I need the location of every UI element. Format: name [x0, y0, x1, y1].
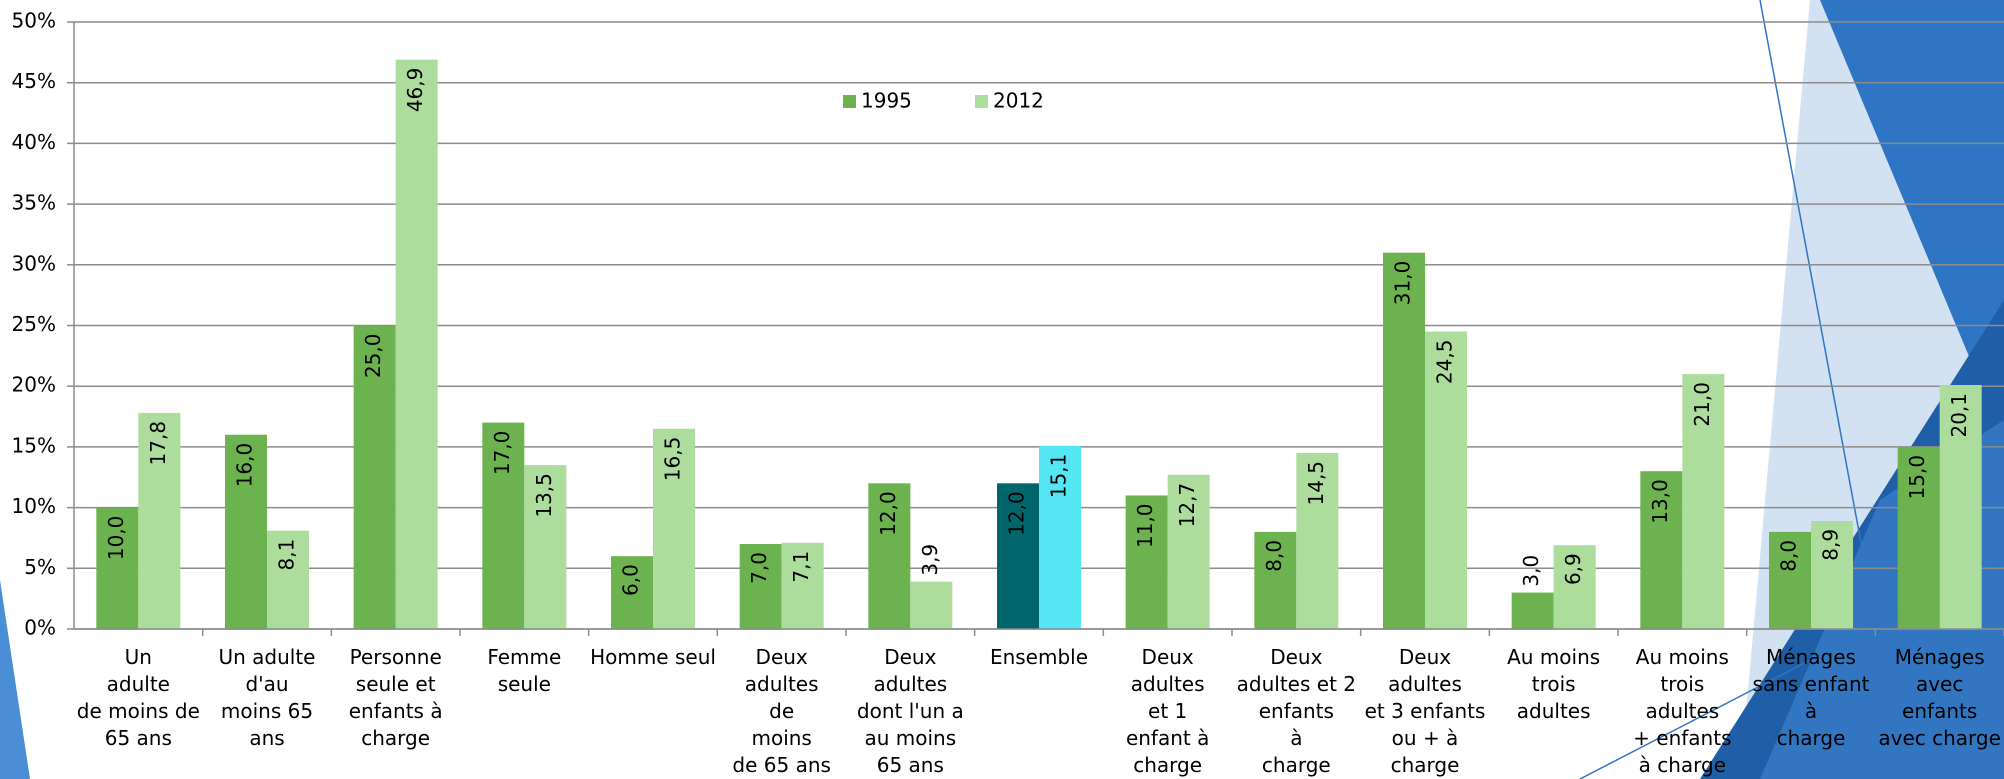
- x-tick-label: Deux adultes et 1 enfant à charge: [1126, 645, 1209, 777]
- bar: [781, 542, 824, 629]
- legend-label: 1995: [861, 89, 912, 113]
- bar: [1682, 374, 1725, 629]
- value-label: 8,1: [275, 539, 299, 571]
- value-label: 17,8: [146, 421, 170, 466]
- x-tick-label: Ménages avec enfants avec charge: [1878, 645, 2001, 750]
- x-tick-label: Un adulte de moins de 65 ans: [77, 645, 200, 750]
- bar: [1511, 592, 1554, 629]
- x-tick-label: Ensemble: [990, 645, 1088, 669]
- y-tick-label: 50%: [12, 9, 56, 33]
- x-tick-label: Deux adultes dont l'un a au moins 65 ans: [857, 645, 964, 777]
- value-label: 17,0: [490, 431, 514, 476]
- value-label: 20,1: [1947, 393, 1971, 438]
- x-tick-label: Personne seule et enfants à charge: [349, 645, 443, 750]
- bar: [138, 412, 181, 629]
- value-label: 13,0: [1648, 479, 1672, 524]
- bar: [1167, 474, 1210, 629]
- x-tick-label: Deux adultes de moins de 65 ans: [732, 645, 831, 777]
- y-tick-label: 45%: [12, 69, 56, 93]
- x-tick-label: Deux adultes et 2 enfants à charge: [1237, 645, 1356, 777]
- bar: [611, 556, 653, 629]
- x-tick-label: Au moins trois adultes: [1507, 645, 1600, 723]
- bar: [1553, 545, 1596, 629]
- bar: [96, 507, 139, 629]
- value-label: 15,0: [1905, 455, 1929, 500]
- bar: [1039, 445, 1081, 629]
- value-label: 14,5: [1304, 461, 1328, 506]
- value-label: 12,0: [1005, 491, 1029, 536]
- value-label: 15,1: [1047, 454, 1071, 499]
- bar: [997, 483, 1039, 629]
- x-tick-label: Deux adultes et 3 enfants ou + à charge: [1365, 645, 1486, 777]
- value-label: 3,0: [1519, 555, 1543, 587]
- y-tick-label: 15%: [12, 433, 56, 457]
- bar: [395, 59, 438, 630]
- y-tick-label: 20%: [12, 373, 56, 397]
- bar: [1811, 520, 1853, 629]
- value-label: 7,0: [747, 552, 771, 584]
- y-tick-label: 25%: [12, 312, 56, 336]
- bar: [1769, 531, 1811, 629]
- bar: [225, 434, 267, 629]
- y-tick-label: 5%: [24, 555, 56, 579]
- bar: [1897, 446, 1940, 629]
- value-label: 16,5: [661, 437, 685, 482]
- bar: [868, 483, 911, 629]
- value-label: 6,9: [1561, 553, 1585, 585]
- bar: [739, 544, 782, 629]
- y-tick-label: 40%: [12, 130, 56, 154]
- value-label: 7,1: [789, 551, 813, 583]
- bar: [1939, 384, 1982, 629]
- x-tick-label: Ménages sans enfant à charge: [1753, 645, 1870, 750]
- y-tick-label: 10%: [12, 494, 56, 518]
- bar: [524, 465, 567, 629]
- bar: [1125, 495, 1168, 629]
- bar: [267, 530, 309, 629]
- value-label: 6,0: [619, 564, 643, 596]
- x-tick-label: Au moins trois adultes + enfants à charge: [1633, 645, 1731, 777]
- value-label: 25,0: [361, 334, 385, 379]
- value-label: 12,7: [1175, 483, 1199, 528]
- bar: [1296, 452, 1339, 629]
- x-tick-label: Un adulte d'au moins 65 ans: [218, 645, 315, 750]
- value-label: 8,9: [1819, 529, 1843, 561]
- x-tick-label: Homme seul: [590, 645, 716, 669]
- bar: [1640, 471, 1683, 629]
- bar: [910, 581, 953, 629]
- bar: [1254, 531, 1297, 629]
- y-tick-label: 30%: [12, 251, 56, 275]
- value-label: 13,5: [532, 473, 556, 518]
- value-label: 31,0: [1391, 261, 1415, 306]
- legend-swatch: [975, 95, 988, 108]
- value-label: 10,0: [104, 516, 128, 561]
- value-label: 8,0: [1777, 540, 1801, 572]
- legend-swatch: [843, 95, 856, 108]
- legend-label: 2012: [993, 89, 1044, 113]
- bar: [1383, 252, 1425, 629]
- value-label: 11,0: [1133, 503, 1157, 548]
- value-label: 8,0: [1262, 540, 1286, 572]
- value-label: 46,9: [403, 68, 427, 113]
- value-label: 16,0: [233, 443, 257, 488]
- bar: [353, 325, 396, 629]
- y-tick-label: 0%: [24, 616, 56, 640]
- x-tick-label: Femme seule: [487, 645, 561, 696]
- bar: [1425, 331, 1467, 629]
- bar: [482, 422, 525, 629]
- value-label: 3,9: [918, 544, 942, 576]
- value-label: 12,0: [876, 491, 900, 536]
- y-tick-label: 35%: [12, 191, 56, 215]
- value-label: 21,0: [1690, 382, 1714, 427]
- bar: [653, 428, 695, 629]
- value-label: 24,5: [1433, 340, 1457, 385]
